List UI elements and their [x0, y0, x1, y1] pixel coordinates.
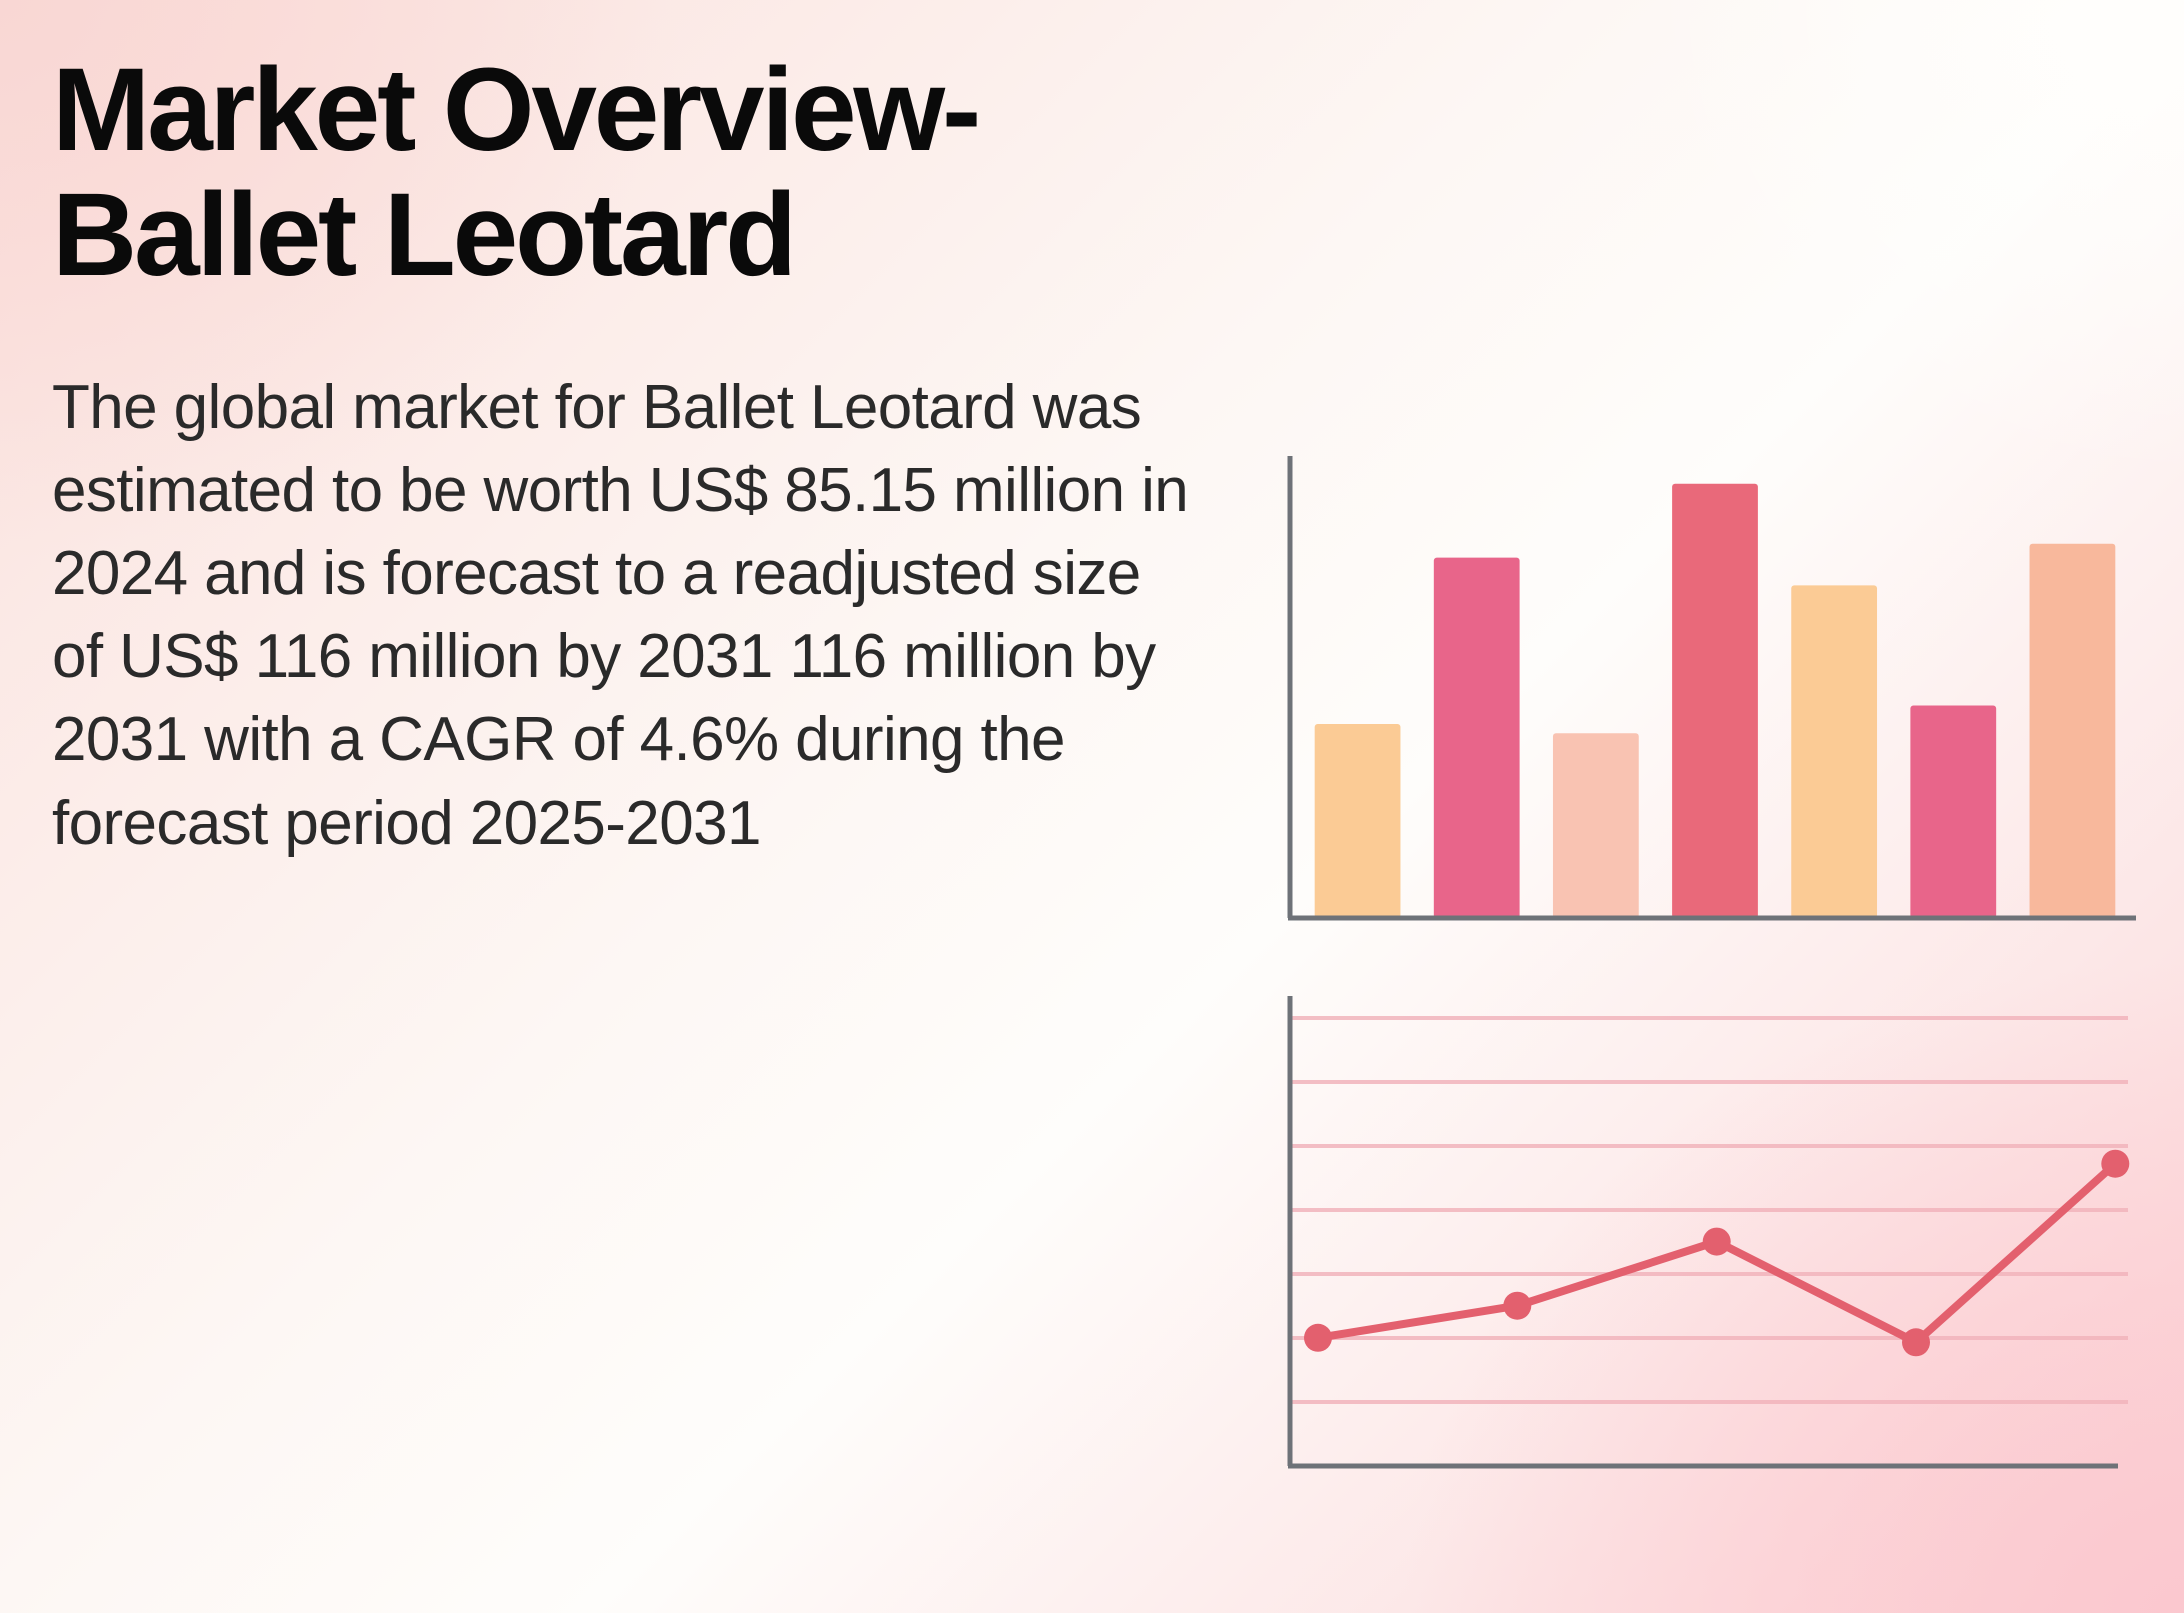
bar-chart-svg [1287, 456, 2136, 921]
bar-chart-bar [2029, 543, 2116, 918]
charts-column [1255, 0, 2184, 1613]
line-chart-data-point [2101, 1149, 2130, 1178]
bar-chart-bar [1910, 705, 1997, 918]
bar-chart-bar [1791, 585, 1878, 918]
bar-chart-bar [1433, 557, 1520, 918]
text-column: Market Overview-Ballet Leotard The globa… [52, 44, 1189, 858]
line-chart-markers [1304, 1149, 2130, 1357]
market-overview-paragraph: The global market for Ballet Leotard was… [52, 373, 1189, 858]
page-title: Market Overview-Ballet Leotard [52, 44, 981, 302]
line-chart-data-point [1702, 1227, 1731, 1256]
line-chart-svg [1287, 996, 2130, 1469]
bar-series [1314, 483, 2116, 918]
line-chart-data-point [1304, 1323, 1332, 1352]
line-chart-gridlines [1292, 1016, 2128, 1404]
bar-chart-bar [1314, 723, 1401, 918]
bar-chart-bar [1552, 733, 1639, 918]
bar-chart-bar [1672, 483, 1758, 918]
line-chart-data-point [1902, 1328, 1930, 1357]
bar-chart [1280, 452, 2140, 932]
line-chart [1280, 992, 2140, 1482]
line-chart-data-point [1503, 1291, 1532, 1320]
